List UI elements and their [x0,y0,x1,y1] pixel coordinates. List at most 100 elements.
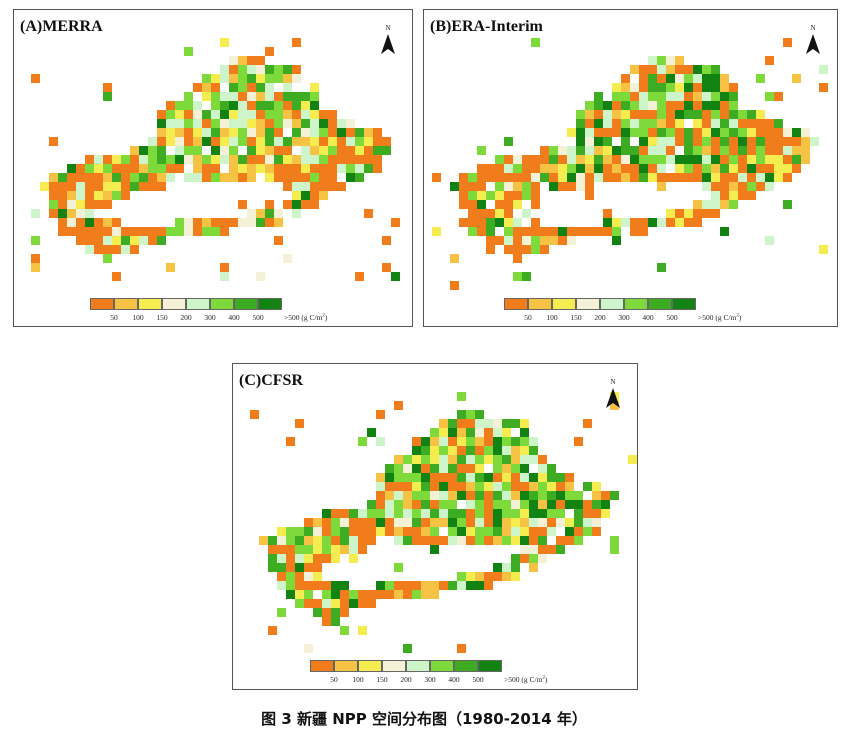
npp-grid-cell [385,500,394,509]
npp-grid-cell [328,182,337,191]
npp-grid-cell [355,128,364,137]
npp-grid-cell [166,137,175,146]
npp-grid-cell [382,263,391,272]
npp-grid-cell [594,155,603,164]
npp-grid-cell [493,527,502,536]
npp-grid-cell [337,182,346,191]
npp-grid-cell [783,200,792,209]
npp-grid-cell [403,491,412,500]
npp-grid-cell [430,428,439,437]
npp-grid-cell [175,146,184,155]
npp-grid-cell [511,500,520,509]
npp-grid-cell [67,218,76,227]
npp-grid-cell [364,146,373,155]
npp-grid-cell [286,554,295,563]
npp-grid-cell [283,137,292,146]
npp-grid-cell [565,527,574,536]
npp-grid-cell [448,437,457,446]
npp-grid-cell [322,545,331,554]
npp-grid-cell [466,473,475,482]
npp-grid-cell [639,218,648,227]
npp-grid-cell [556,545,565,554]
npp-grid-cell [331,608,340,617]
npp-grid-cell [648,173,657,182]
npp-grid-cell [220,173,229,182]
npp-grid-cell [157,182,166,191]
npp-grid-cell [376,518,385,527]
npp-grid-cell [328,155,337,164]
npp-grid-cell [549,236,558,245]
legend-swatch [186,298,210,310]
npp-grid-cell [403,500,412,509]
npp-grid-cell [184,110,193,119]
npp-grid-cell [274,146,283,155]
npp-grid-cell [184,173,193,182]
npp-grid-cell [58,200,67,209]
legend-color-bar [310,660,502,672]
npp-grid-cell [256,92,265,101]
npp-grid-cell [493,473,502,482]
npp-grid-cell [529,536,538,545]
npp-grid-cell [376,500,385,509]
npp-grid-cell [121,191,130,200]
npp-grid-cell [702,155,711,164]
npp-grid-cell [328,110,337,119]
npp-grid-cell [184,119,193,128]
npp-grid-cell [610,491,619,500]
npp-grid-cell [328,137,337,146]
npp-grid-cell [376,590,385,599]
npp-grid-cell [313,563,322,572]
legend-label: 50 [110,313,118,322]
npp-grid-cell [576,128,585,137]
npp-grid-cell [355,155,364,164]
npp-grid-cell [702,74,711,83]
npp-grid-cell [484,455,493,464]
npp-grid-cell [520,473,529,482]
npp-grid-cell [466,491,475,500]
npp-grid-cell [540,155,549,164]
npp-grid-cell [657,164,666,173]
npp-grid-cell [756,164,765,173]
npp-grid-cell [448,473,457,482]
npp-grid-cell [49,137,58,146]
npp-grid-cell [322,527,331,536]
npp-grid-cell [403,482,412,491]
npp-grid-cell [574,527,583,536]
npp-grid-cell [504,164,513,173]
npp-grid-cell [283,146,292,155]
npp-grid-cell [229,119,238,128]
npp-grid-cell [747,164,756,173]
npp-grid-cell [376,491,385,500]
npp-grid-cell [184,146,193,155]
npp-grid-cell [567,146,576,155]
npp-grid-cell [256,74,265,83]
npp-grid-cell [103,92,112,101]
npp-grid-cell [301,173,310,182]
npp-grid-cell [157,128,166,137]
npp-grid-cell [475,455,484,464]
npp-grid-cell [466,527,475,536]
legend-label: 200 [594,313,606,322]
npp-grid-cell [310,137,319,146]
npp-grid-cell [238,173,247,182]
npp-grid-cell [738,173,747,182]
npp-grid-cell [202,137,211,146]
npp-grid-cell [558,182,567,191]
npp-grid-cell [502,446,511,455]
npp-grid-cell [265,200,274,209]
npp-grid-cell [103,83,112,92]
npp-grid-cell [310,101,319,110]
npp-grid-cell [157,236,166,245]
npp-grid-cell [430,536,439,545]
npp-grid-cell [612,101,621,110]
npp-grid-cell [475,410,484,419]
npp-grid-cell [529,545,538,554]
npp-grid-cell [639,92,648,101]
npp-grid-cell [331,527,340,536]
npp-grid-cell [592,491,601,500]
npp-grid-cell [765,146,774,155]
npp-grid-cell [211,137,220,146]
npp-grid-cell [322,608,331,617]
npp-grid-cell [466,410,475,419]
npp-grid-cell [729,200,738,209]
